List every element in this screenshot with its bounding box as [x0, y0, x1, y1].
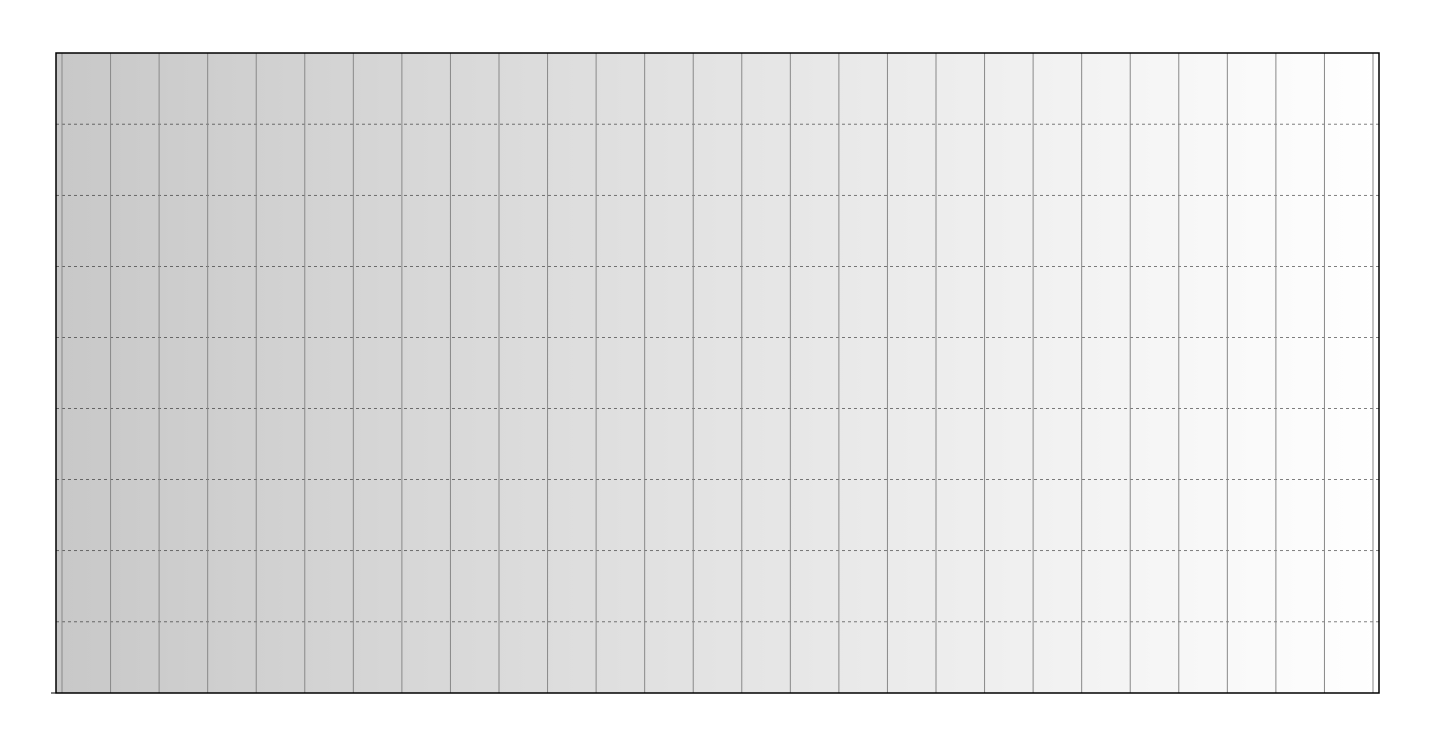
plot-background: [56, 53, 1379, 693]
power-consumption-chart: [0, 0, 1437, 753]
